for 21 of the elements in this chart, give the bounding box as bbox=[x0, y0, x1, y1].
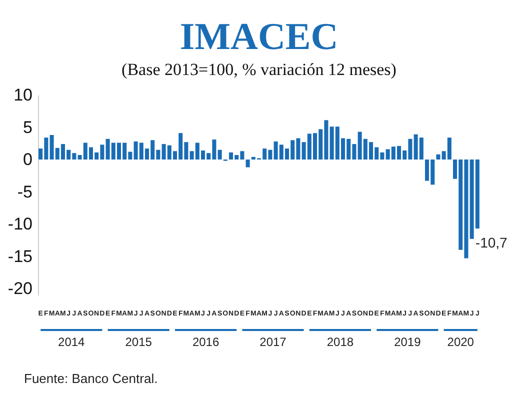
bar bbox=[218, 150, 222, 160]
y-tick-label: 0 bbox=[23, 150, 32, 170]
text: 2016 bbox=[192, 335, 220, 349]
bar bbox=[436, 154, 440, 160]
text: 2019 bbox=[394, 335, 422, 349]
bar bbox=[246, 160, 250, 168]
y-tick-label: 5 bbox=[23, 118, 32, 137]
y-tick-label: -20 bbox=[8, 279, 32, 298]
text: 2017 bbox=[260, 335, 287, 349]
source-note: Fuente: Banco Central. bbox=[24, 371, 158, 386]
y-tick-label: -5 bbox=[17, 182, 32, 202]
text: 2014 bbox=[58, 335, 86, 349]
text: 2018 bbox=[326, 335, 354, 349]
text: 2020 bbox=[447, 335, 474, 349]
y-tick-label: -15 bbox=[8, 246, 32, 266]
chart-title: IMACEC bbox=[180, 16, 338, 58]
y-tick-label: -10 bbox=[8, 214, 32, 234]
text: 2015 bbox=[125, 335, 152, 349]
data-label: -10,7 bbox=[475, 234, 508, 251]
y-tick-label: 10 bbox=[14, 86, 32, 104]
chart-subtitle: (Base 2013=100, % variación 12 meses) bbox=[122, 60, 396, 79]
